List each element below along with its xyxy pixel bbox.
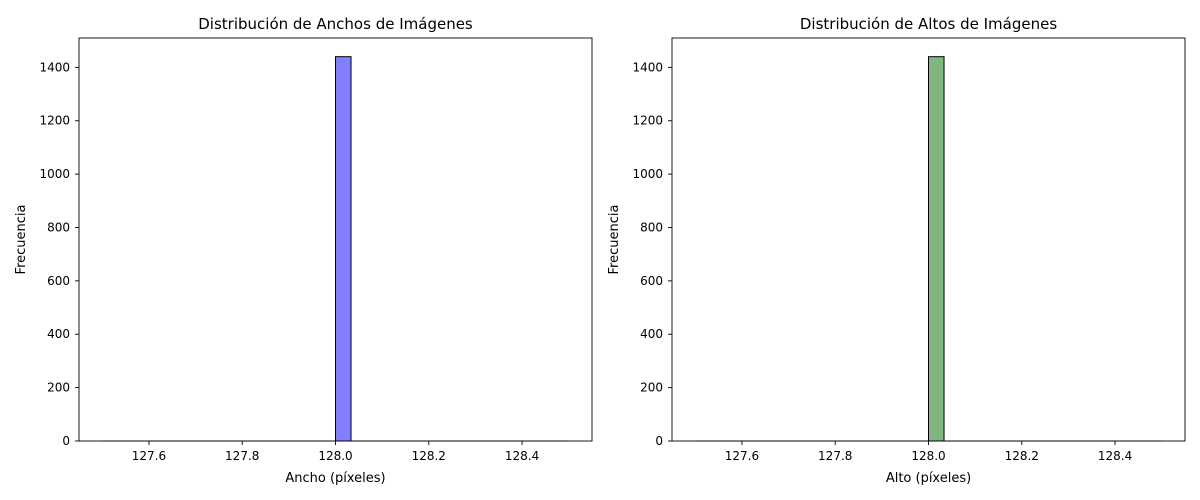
width-histogram-panel: 127.6 127.8 128.0 128.2 128.4 0 200 400 600 800 10…: [14, 15, 593, 486]
x-tick-label: 127.6: [725, 449, 759, 463]
histogram-bar: [335, 56, 352, 442]
y-tick-label: 0: [655, 434, 663, 448]
y-tick-label: 1000: [39, 167, 70, 181]
x-tick-label: 128.2: [1005, 449, 1039, 463]
y-tick-label: 1400: [632, 60, 663, 74]
y-tick-label: 600: [640, 274, 663, 288]
y-tick-label: 400: [47, 327, 70, 341]
x-tick-label: 127.8: [818, 449, 852, 463]
x-tick-label: 128.0: [911, 449, 945, 463]
y-tick-label: 800: [47, 220, 70, 234]
chart-title: Distribución de Anchos de Imágenes: [198, 15, 473, 33]
y-axis-label: Frecuencia: [14, 205, 29, 275]
x-tick-label: 128.4: [1098, 449, 1132, 463]
y-tick-label: 1000: [632, 167, 663, 181]
y-tick-label: 400: [640, 327, 663, 341]
x-axis-label: Ancho (píxeles): [285, 471, 385, 486]
height-histogram-panel: 127.6 127.8 128.0 128.2 128.4 0 200 400 600 800 10…: [607, 15, 1186, 486]
x-tick-label: 127.6: [132, 449, 166, 463]
x-axis-label: Alto (píxeles): [886, 471, 971, 486]
x-tick-label: 127.8: [225, 449, 259, 463]
y-tick-label: 1200: [39, 114, 70, 128]
y-tick-label: 800: [640, 220, 663, 234]
chart-title: Distribución de Altos de Imágenes: [800, 15, 1057, 33]
y-tick-label: 1400: [39, 60, 70, 74]
x-tick-label: 128.0: [318, 449, 352, 463]
y-axis-label: Frecuencia: [607, 205, 622, 275]
y-tick-label: 200: [640, 381, 663, 395]
y-tick-label: 200: [47, 381, 70, 395]
y-tick-label: 600: [47, 274, 70, 288]
histogram-bar: [928, 56, 945, 442]
x-tick-label: 128.4: [505, 449, 539, 463]
y-tick-label: 0: [62, 434, 70, 448]
y-tick-label: 1200: [632, 114, 663, 128]
x-tick-label: 128.2: [412, 449, 446, 463]
